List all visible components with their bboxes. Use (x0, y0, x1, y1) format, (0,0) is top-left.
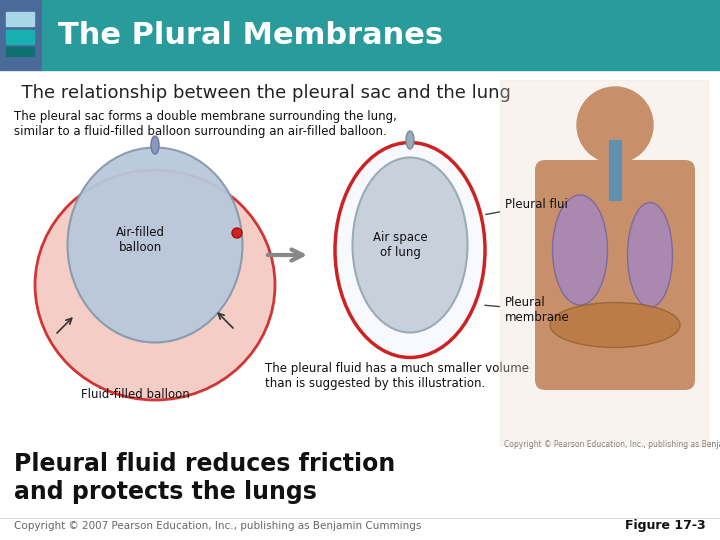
Bar (6, 30, 34, 44)
Text: Fluid-filled balloon: Fluid-filled balloon (81, 388, 189, 402)
Ellipse shape (550, 302, 680, 348)
Text: The pleural fluid has a much smaller volume
than is suggested by this illustrati: The pleural fluid has a much smaller vol… (265, 362, 529, 390)
Text: Air space
of lung: Air space of lung (373, 231, 427, 259)
Ellipse shape (35, 170, 275, 400)
Text: The pleural sac forms a double membrane surrounding the lung,
similar to a fluid: The pleural sac forms a double membrane … (14, 110, 397, 138)
Text: The relationship between the pleural sac and the lung: The relationship between the pleural sac… (10, 84, 511, 102)
Bar (609, 140, 621, 200)
Ellipse shape (151, 136, 159, 154)
Ellipse shape (68, 147, 243, 342)
Text: Copyright © Pearson Education, Inc., publishing as Benjamin Cummings: Copyright © Pearson Education, Inc., pub… (504, 440, 720, 449)
Text: Figure 17-3: Figure 17-3 (626, 519, 706, 532)
Text: Pleural fluid reduces friction
and protects the lungs: Pleural fluid reduces friction and prote… (14, 452, 395, 504)
Bar (6, 12, 34, 26)
Bar (6, 47, 34, 56)
Text: Pleural flui: Pleural flui (486, 199, 568, 214)
Text: Air-filled
balloon: Air-filled balloon (115, 226, 164, 254)
Bar (0, 0, 42, 70)
Bar (500, 80, 708, 445)
Ellipse shape (335, 143, 485, 357)
Ellipse shape (353, 158, 467, 333)
Ellipse shape (628, 202, 672, 307)
FancyBboxPatch shape (535, 160, 695, 390)
Ellipse shape (406, 131, 414, 149)
Text: The Plural Membranes: The Plural Membranes (58, 21, 443, 50)
Bar (603, 134, 627, 172)
Text: Copyright © 2007 Pearson Education, Inc., publishing as Benjamin Cummings: Copyright © 2007 Pearson Education, Inc.… (14, 521, 421, 531)
Bar (42, 0, 720, 70)
Ellipse shape (552, 195, 608, 305)
Circle shape (577, 87, 653, 163)
Text: Pleural
membrane: Pleural membrane (485, 296, 570, 324)
Ellipse shape (232, 228, 242, 238)
